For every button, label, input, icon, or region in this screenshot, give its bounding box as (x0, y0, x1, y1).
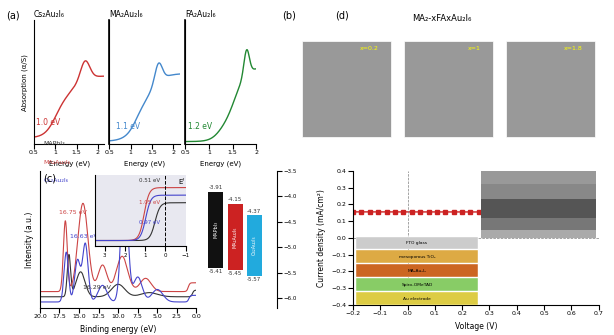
Text: x=0.2: x=0.2 (359, 46, 378, 51)
Text: 1.0 eV: 1.0 eV (36, 119, 60, 127)
Text: (c): (c) (43, 174, 56, 184)
Bar (208, 192, 223, 268)
Text: MAPbI₃: MAPbI₃ (44, 141, 66, 146)
Y-axis label: Absorption (α/S): Absorption (α/S) (21, 54, 28, 111)
Text: -3.91: -3.91 (209, 185, 223, 190)
Text: MA₂Au₂I₆: MA₂Au₂I₆ (233, 226, 238, 248)
Bar (247, 215, 262, 276)
Bar (506, 41, 596, 137)
Text: -5.41: -5.41 (209, 269, 223, 274)
Text: MA₂-xFAxAu₂I₆: MA₂-xFAxAu₂I₆ (413, 14, 472, 23)
Text: Cs₂Au₂I₆: Cs₂Au₂I₆ (44, 178, 69, 183)
X-axis label: Energy (eV): Energy (eV) (124, 161, 165, 168)
Bar (404, 41, 493, 137)
Text: MA₂Au₂I₆: MA₂Au₂I₆ (44, 160, 71, 165)
Bar (301, 41, 391, 137)
Text: MA₂Au₂I₆: MA₂Au₂I₆ (109, 10, 143, 19)
Text: MAPbI₃: MAPbI₃ (213, 221, 218, 239)
Text: -4.15: -4.15 (228, 197, 242, 202)
Text: -5.57: -5.57 (247, 277, 262, 282)
X-axis label: Energy (eV): Energy (eV) (200, 161, 241, 168)
X-axis label: Energy (eV): Energy (eV) (49, 161, 90, 168)
Text: (b): (b) (282, 10, 297, 20)
Text: FA₂Au₂I₆: FA₂Au₂I₆ (185, 10, 216, 19)
Text: (d): (d) (335, 10, 348, 20)
Text: 1.1 eV: 1.1 eV (115, 122, 140, 131)
Text: 1.2 eV: 1.2 eV (188, 122, 212, 131)
Text: -5.45: -5.45 (228, 271, 242, 276)
Text: (a): (a) (6, 10, 20, 20)
Text: -4.37: -4.37 (247, 209, 262, 214)
Y-axis label: Current density (mA/cm²): Current density (mA/cm²) (317, 189, 326, 287)
Text: Cs₂Au₂I₆: Cs₂Au₂I₆ (252, 236, 257, 256)
Bar (228, 204, 243, 270)
Text: x=1.8: x=1.8 (564, 46, 583, 51)
Text: 16.63 eV: 16.63 eV (69, 233, 98, 239)
X-axis label: Binding energy (eV): Binding energy (eV) (80, 325, 157, 334)
Text: Cs₂Au₂I₆: Cs₂Au₂I₆ (34, 10, 64, 19)
Text: x=1: x=1 (467, 46, 480, 51)
X-axis label: Voltage (V): Voltage (V) (454, 322, 497, 331)
Text: 16.29 eV: 16.29 eV (83, 285, 111, 290)
Text: 16.75 eV: 16.75 eV (60, 210, 87, 215)
Y-axis label: Intensity (a.u.): Intensity (a.u.) (25, 211, 34, 268)
